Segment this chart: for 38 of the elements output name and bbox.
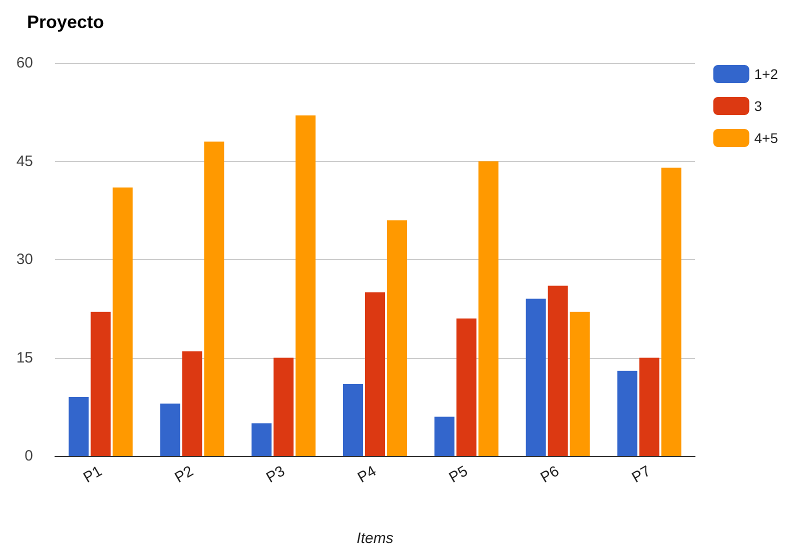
bar	[160, 404, 180, 456]
bar	[617, 370, 638, 456]
bar	[112, 187, 133, 456]
bar	[526, 298, 546, 456]
bar	[296, 115, 316, 456]
x-axis-title: Items	[356, 530, 394, 547]
bar	[365, 292, 385, 456]
bar	[90, 312, 111, 456]
x-tick-label: P1	[80, 462, 105, 487]
bar	[456, 318, 476, 456]
y-tick-label: 45	[16, 152, 33, 170]
bar	[252, 423, 272, 456]
bar	[639, 358, 660, 456]
x-tick-label: P5	[446, 462, 471, 487]
y-tick-label: 30	[16, 251, 33, 268]
x-tick-label: P7	[629, 462, 654, 487]
bar	[387, 220, 407, 456]
bar	[343, 384, 363, 456]
legend-label: 1+2	[754, 66, 778, 82]
bar	[548, 286, 568, 456]
legend-label: 4+5	[754, 130, 778, 146]
bar	[274, 358, 294, 456]
x-tick-label: P4	[354, 462, 380, 487]
y-tick-label: 0	[24, 448, 33, 464]
bar	[570, 312, 590, 456]
bar	[68, 397, 89, 456]
x-tick-label: P6	[538, 462, 562, 487]
x-tick-label: P3	[263, 462, 288, 487]
x-tick-label: P2	[172, 462, 196, 487]
bar	[434, 416, 454, 456]
bar	[182, 351, 202, 456]
bar	[478, 161, 498, 456]
y-tick-label: 15	[16, 349, 33, 366]
bar	[204, 142, 224, 456]
legend-label: 3	[754, 98, 762, 114]
y-tick-label: 60	[16, 54, 33, 72]
chart-title: Proyecto	[27, 12, 104, 32]
bar	[661, 168, 682, 456]
